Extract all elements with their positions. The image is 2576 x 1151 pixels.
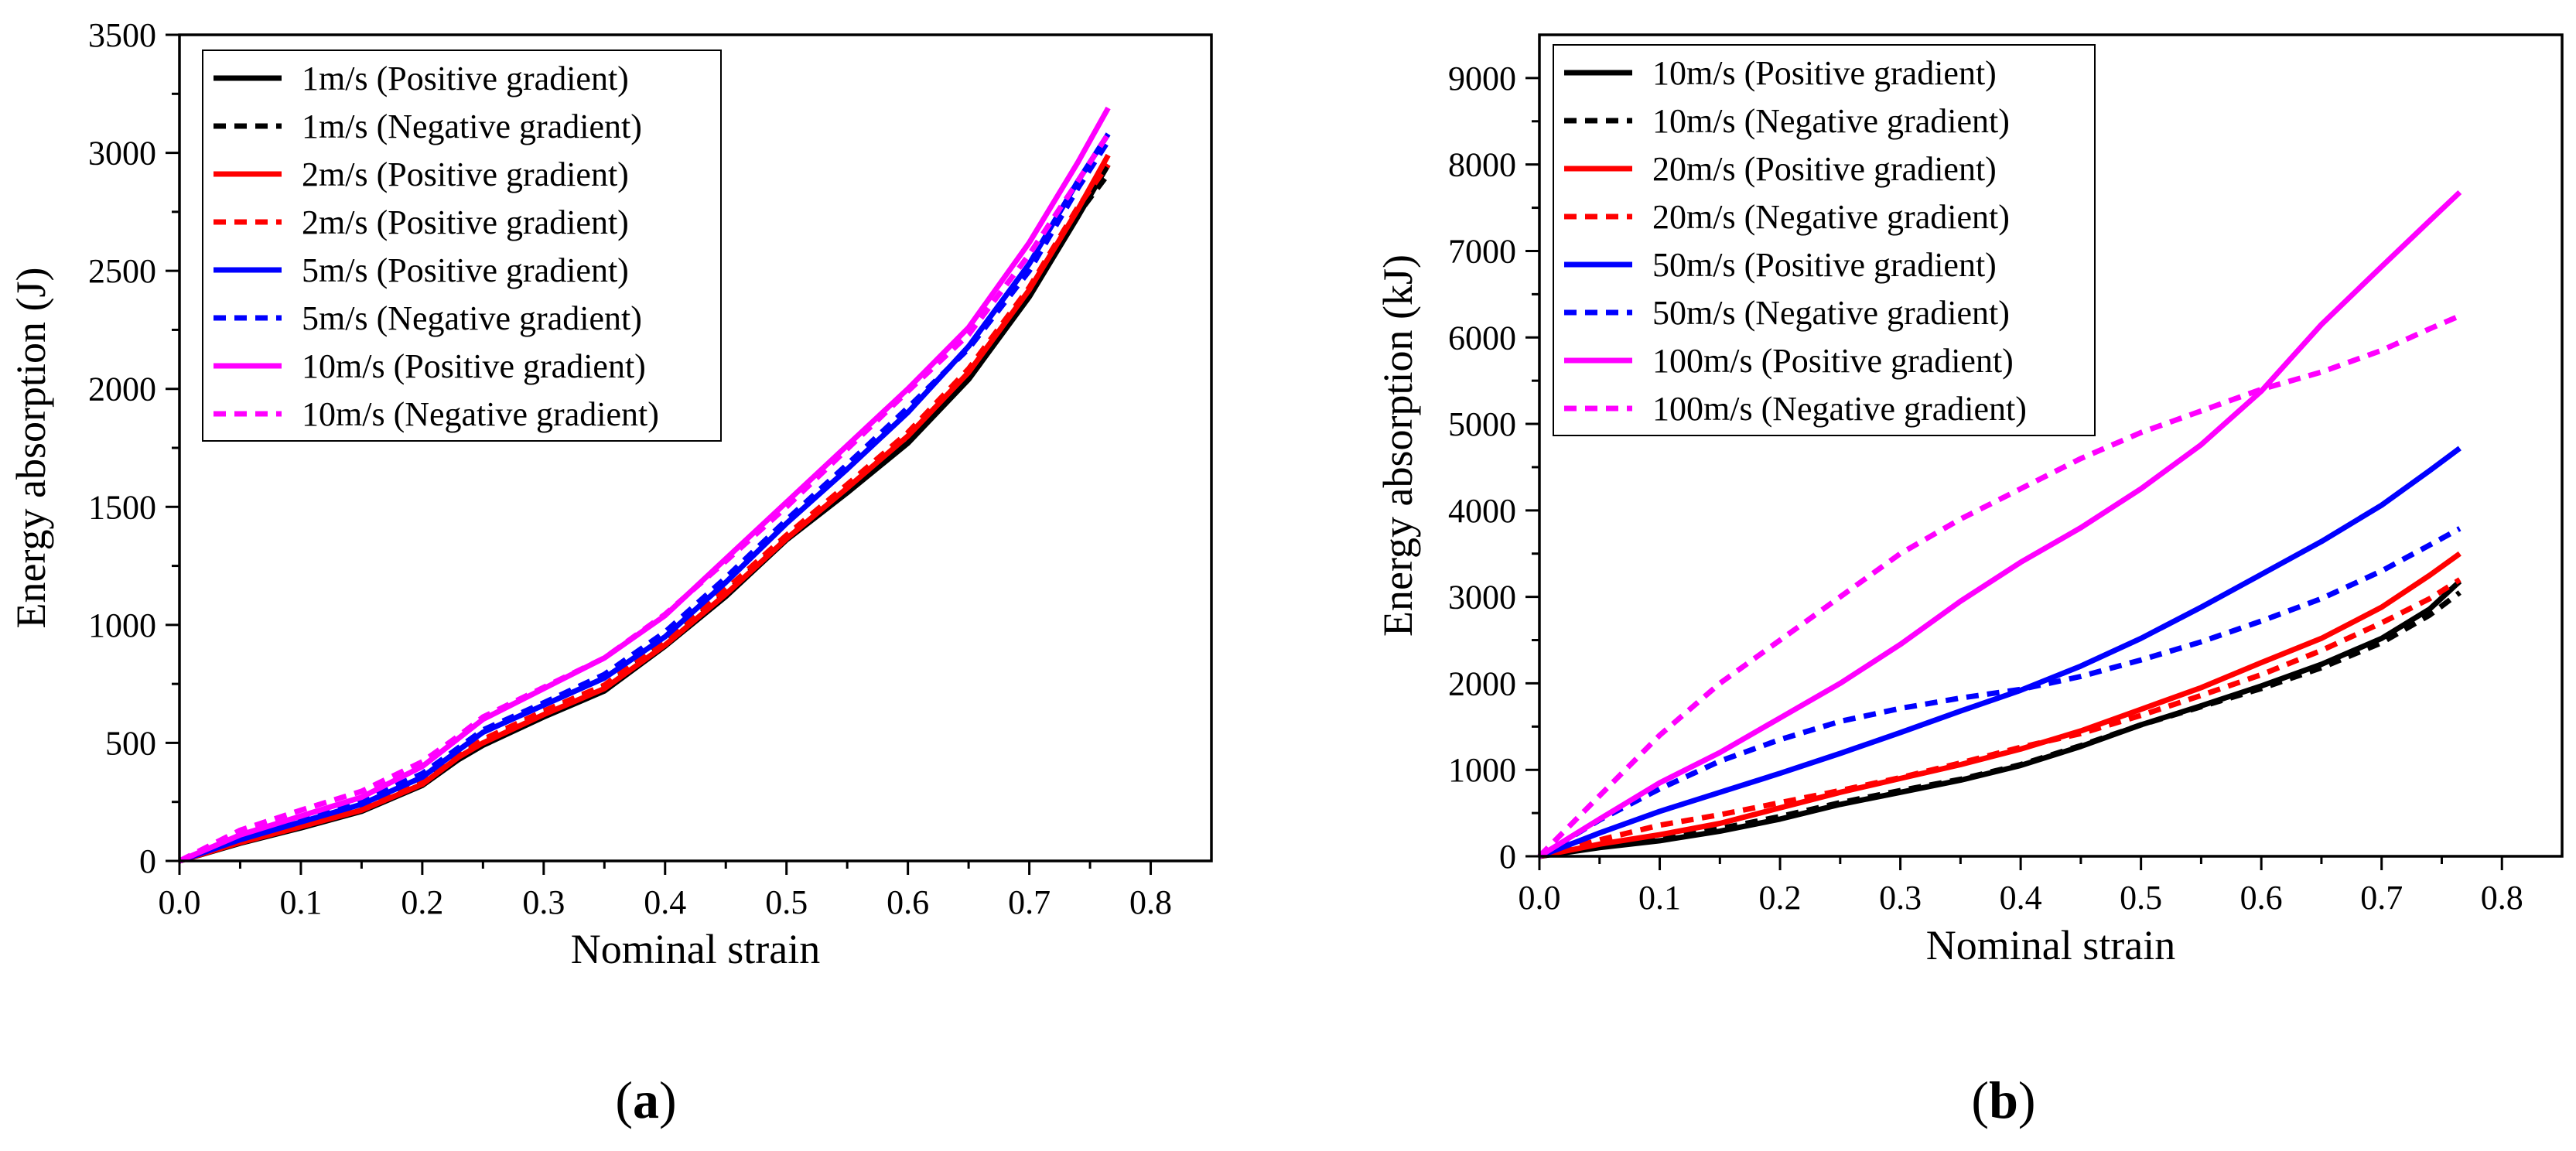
legend-label-7: 10m/s (Negative gradient)	[302, 395, 659, 433]
legend-box	[1553, 44, 2096, 436]
x-tick-label: 0.3	[1879, 879, 1922, 917]
legend-label-4: 50m/s (Positive gradient)	[1652, 246, 1997, 284]
series-line-5	[178, 139, 1111, 864]
legend: 10m/s (Positive gradient) 10m/s (Negative…	[1553, 44, 2096, 436]
x-tick-label: 0.8	[1129, 883, 1172, 921]
y-tick-label: 1000	[88, 606, 156, 644]
legend-box	[202, 50, 722, 442]
x-tick-label: 0.5	[2120, 879, 2162, 917]
x-tick-label: 0.6	[2240, 879, 2283, 917]
y-tick-label: 0	[139, 842, 156, 880]
series-line-3	[178, 162, 1111, 864]
series-line-2	[1539, 551, 2462, 859]
legend-label-6: 10m/s (Positive gradient)	[302, 347, 646, 385]
y-tick-label: 5000	[1448, 405, 1516, 443]
series-line-1	[1539, 590, 2462, 859]
series-line-2	[178, 153, 1111, 864]
legend-label-5: 5m/s (Negative gradient)	[302, 299, 642, 337]
x-tick-label: 0.8	[2481, 879, 2523, 917]
legend-label-7: 100m/s (Negative gradient)	[1652, 390, 2027, 428]
y-tick-label: 3500	[88, 16, 156, 54]
x-tick-label: 0.4	[2000, 879, 2042, 917]
y-tick-label: 7000	[1448, 232, 1516, 270]
y-tick-label: 2000	[1448, 664, 1516, 702]
y-tick-label: 3000	[88, 135, 156, 172]
y-tick-label: 4000	[1448, 492, 1516, 530]
y-tick-label: 2000	[88, 371, 156, 408]
series-line-4	[178, 132, 1111, 864]
chart-panel-b: 0.0 0.1 0.2 0.3 0.4 0.5 0.6 0.7 0.8 0 1000 2000 3000…	[1375, 33, 2564, 1129]
x-tick-label: 0.0	[1519, 879, 1561, 917]
series-line-6	[1538, 190, 2462, 859]
legend-label-6: 100m/s (Positive gradient)	[1652, 342, 2014, 380]
legend-label-4: 5m/s (Positive gradient)	[302, 251, 629, 289]
x-tick-label: 0.2	[1759, 879, 1802, 917]
legend-label-1: 1m/s (Negative gradient)	[302, 108, 642, 145]
x-tick-label: 0.6	[887, 883, 929, 921]
x-tick-label: 0.1	[1638, 879, 1681, 917]
x-tick-label: 0.1	[279, 883, 322, 921]
x-axis-label: Nominal strain	[571, 926, 820, 972]
legend-label-3: 2m/s (Positive gradient)	[302, 203, 629, 241]
y-tick-label: 6000	[1448, 319, 1516, 357]
x-tick-label: 0.4	[644, 883, 686, 921]
y-tick-label: 0	[1499, 838, 1516, 876]
series-line-7	[178, 132, 1111, 864]
chart-panel-a: 0.0 0.1 0.2 0.3 0.4 0.5 0.6 0.7 0.8 0 500 1000 1500 2…	[8, 16, 1213, 1129]
series-line-4	[1538, 446, 2462, 859]
panel-caption: (b)	[1971, 1071, 2035, 1129]
legend: 1m/s (Positive gradient) 1m/s (Negative g…	[202, 50, 722, 442]
y-axis-label: Energy absorption (J)	[8, 268, 54, 629]
x-tick-label: 0.3	[522, 883, 565, 921]
legend-label-2: 2m/s (Positive gradient)	[302, 155, 629, 193]
legend-label-1: 10m/s (Negative gradient)	[1652, 102, 2010, 140]
panel-caption: (a)	[615, 1071, 676, 1129]
x-tick-label: 0.7	[2360, 879, 2403, 917]
y-tick-label: 8000	[1448, 146, 1516, 184]
y-tick-label: 2500	[88, 252, 156, 290]
x-tick-label: 0.2	[401, 883, 443, 921]
y-axis-label: Energy absorption (kJ)	[1375, 254, 1421, 637]
x-tick-label: 0.7	[1008, 883, 1051, 921]
series-line-7	[1537, 313, 2462, 859]
y-tick-label: 9000	[1448, 60, 1516, 97]
y-tick-label: 1500	[88, 488, 156, 526]
x-axis-label: Nominal strain	[1926, 922, 2175, 968]
legend-label-0: 10m/s (Positive gradient)	[1652, 54, 1997, 92]
y-tick-label: 500	[105, 724, 156, 762]
plot-frame	[1538, 33, 2564, 858]
legend-label-3: 20m/s (Negative gradient)	[1652, 198, 2010, 236]
legend-label-0: 1m/s (Positive gradient)	[302, 60, 629, 97]
x-tick-label: 0.0	[159, 883, 201, 921]
legend-label-2: 20m/s (Positive gradient)	[1652, 150, 1997, 188]
y-tick-label: 3000	[1448, 579, 1516, 616]
x-tick-label: 0.5	[765, 883, 808, 921]
legend-label-5: 50m/s (Negative gradient)	[1652, 294, 2010, 332]
y-tick-label: 1000	[1448, 751, 1516, 789]
